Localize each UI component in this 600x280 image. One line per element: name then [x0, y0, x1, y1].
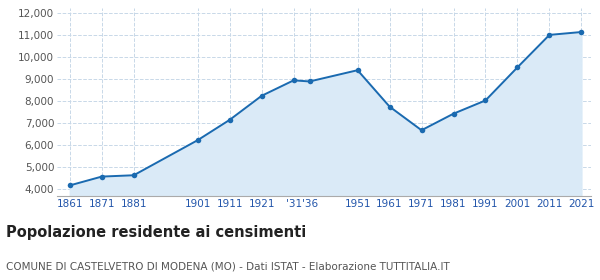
Point — [225, 118, 235, 122]
Point — [129, 173, 139, 178]
Point — [385, 104, 394, 109]
Text: COMUNE DI CASTELVETRO DI MODENA (MO) - Dati ISTAT - Elaborazione TUTTITALIA.IT: COMUNE DI CASTELVETRO DI MODENA (MO) - D… — [6, 262, 450, 272]
Point — [545, 33, 554, 37]
Point — [577, 30, 586, 34]
Point — [305, 79, 314, 84]
Point — [449, 111, 458, 116]
Point — [417, 128, 427, 132]
Point — [65, 183, 74, 188]
Point — [257, 94, 266, 98]
Point — [97, 174, 107, 179]
Point — [353, 68, 362, 73]
Point — [512, 65, 522, 69]
Point — [193, 138, 202, 143]
Point — [481, 98, 490, 103]
Text: Popolazione residente ai censimenti: Popolazione residente ai censimenti — [6, 225, 306, 241]
Point — [289, 78, 298, 83]
